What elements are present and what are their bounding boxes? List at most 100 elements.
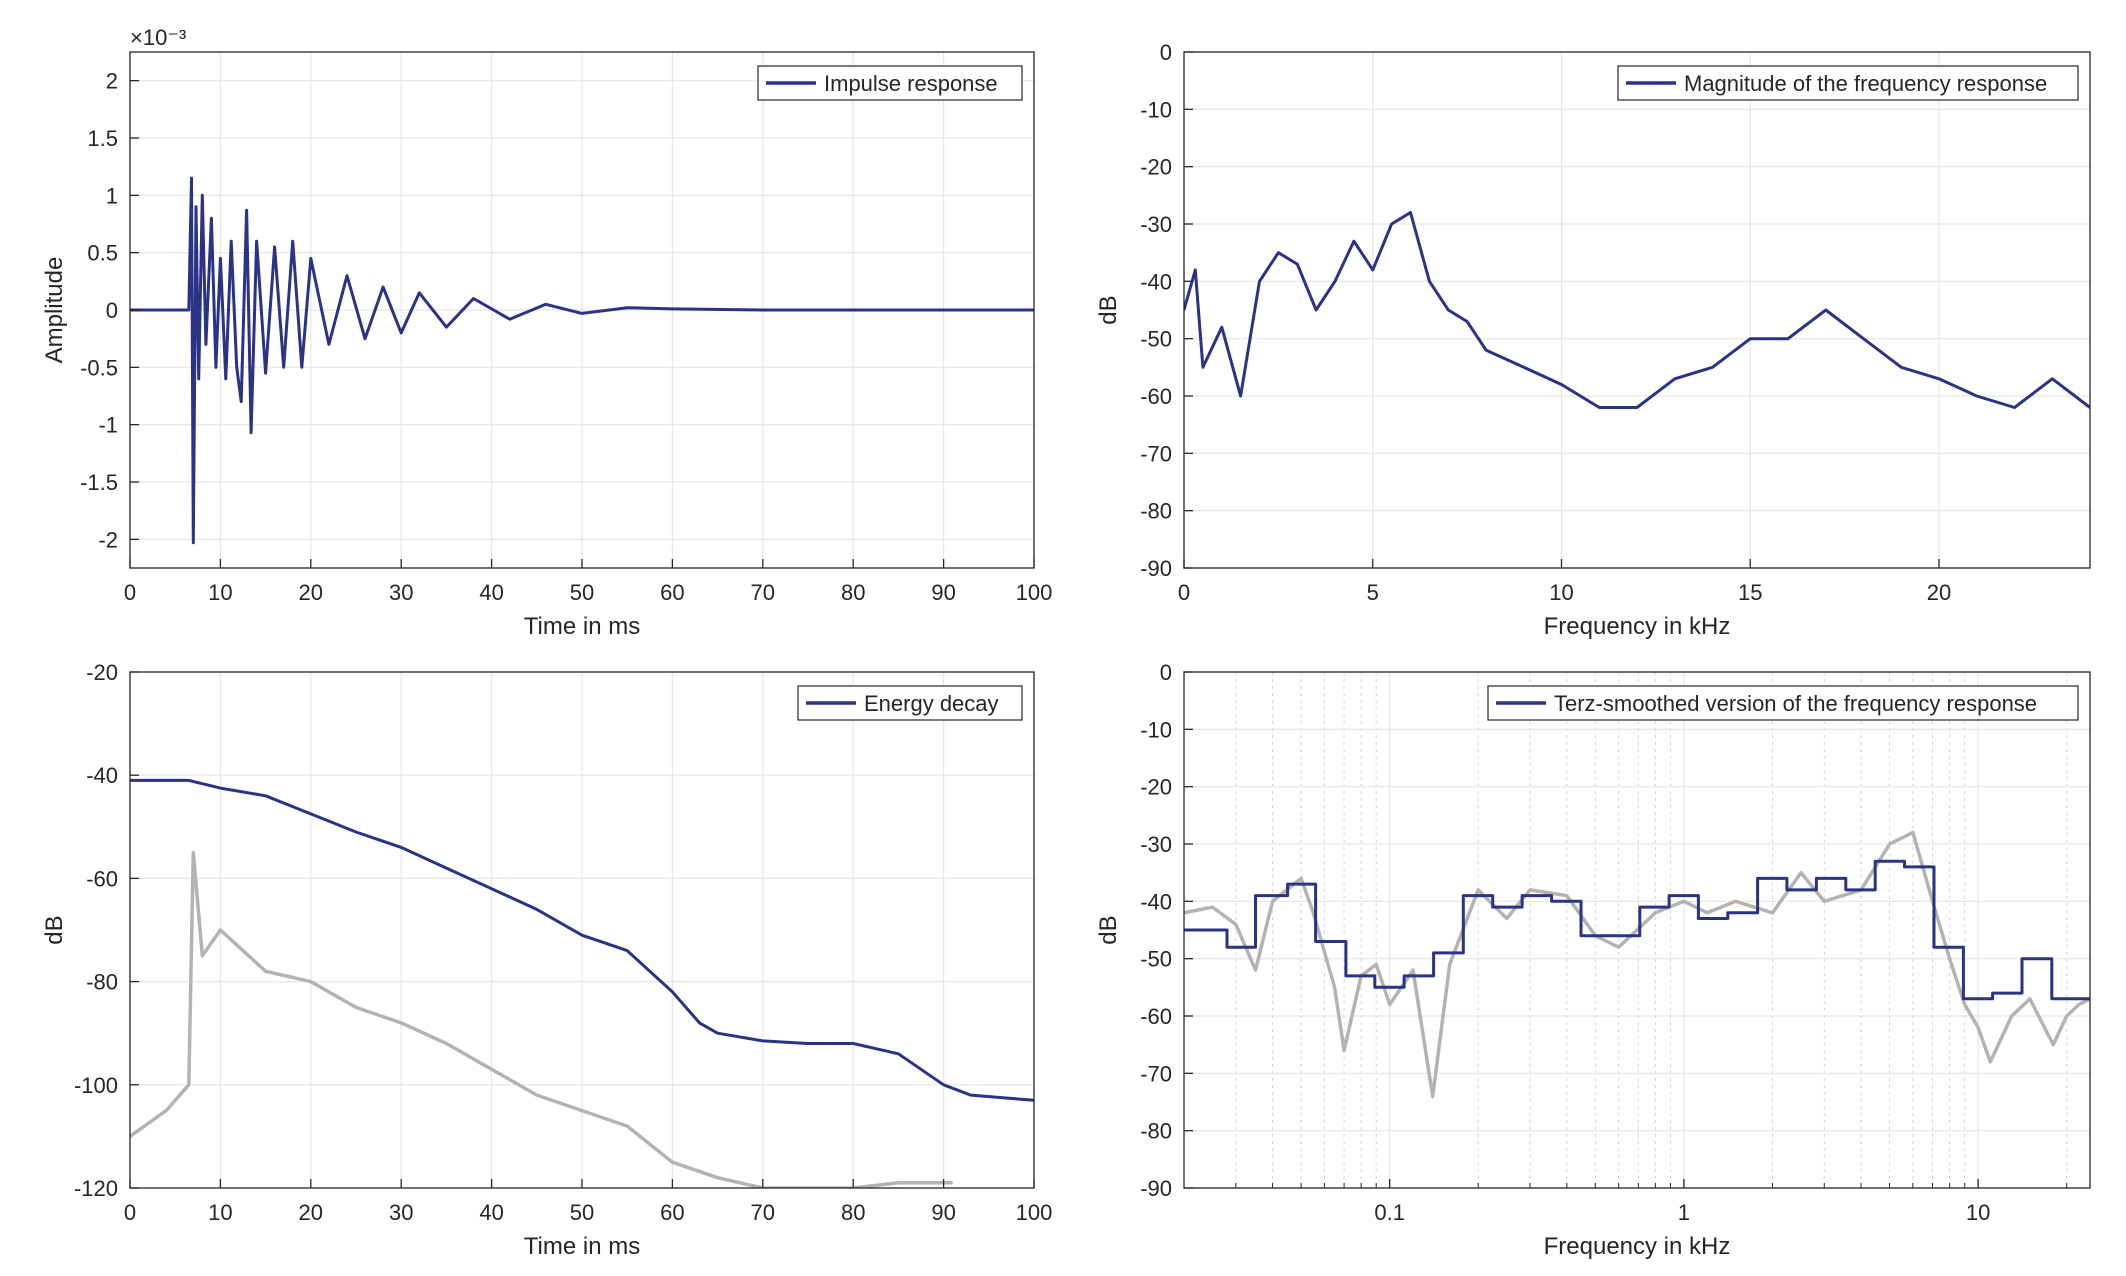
magnitude-x-axis-label: Frequency in kHz xyxy=(1544,613,1731,640)
magnitude-legend-box xyxy=(1617,65,2079,101)
impulse-series-line-0 xyxy=(130,176,1034,545)
energy-y-tick-label: -20 xyxy=(86,660,118,685)
magnitude-y-tick-label: -60 xyxy=(1140,384,1172,409)
magnitude-y-tick-label: -30 xyxy=(1140,212,1172,237)
terz-y-tick-label: 0 xyxy=(1160,660,1172,685)
impulse-y-multiplier: ×10⁻³ xyxy=(130,25,186,50)
terz-grid xyxy=(1184,671,2090,1189)
energy-x-tick-label: 100 xyxy=(1016,1200,1053,1225)
energy-x-tick-label: 60 xyxy=(660,1200,684,1225)
magnitude-legend-label: Magnitude of the frequency response xyxy=(1684,71,2047,96)
impulse-x-tick-label: 10 xyxy=(208,580,232,605)
terz-x-tick-label: 10 xyxy=(1966,1200,1990,1225)
energy-y-tick-label: -120 xyxy=(74,1176,118,1201)
magnitude-y-tick-label: -20 xyxy=(1140,155,1172,180)
terz-series-line-1 xyxy=(1184,859,2090,1001)
impulse-x-tick-label: 50 xyxy=(570,580,594,605)
impulse-x-axis-label: Time in ms xyxy=(524,613,640,640)
energy-y-tick-label: -40 xyxy=(86,763,118,788)
magnitude-y-tick-label: -50 xyxy=(1140,327,1172,352)
energy-x-tick-label: 30 xyxy=(389,1200,413,1225)
energy-x-tick-label: 50 xyxy=(570,1200,594,1225)
impulse-y-axis-label: Amplitude xyxy=(41,257,68,364)
terz-y-tick-label: -90 xyxy=(1140,1176,1172,1201)
terz-y-tick-label: -50 xyxy=(1140,947,1172,972)
impulse-y-tick-label: 1 xyxy=(106,183,118,208)
impulse-x-tick-label: 80 xyxy=(841,580,865,605)
impulse-legend-label: Impulse response xyxy=(824,71,998,96)
terz-y-axis-label: dB xyxy=(1095,915,1122,944)
energy-x-ticks: 0 10 20 30 40 50 60 70 80 90 100 xyxy=(124,1179,1052,1225)
terz-y-tick-label: -10 xyxy=(1140,717,1172,742)
magnitude-y-tick-label: -90 xyxy=(1140,556,1172,581)
terz-y-tick-label: -70 xyxy=(1140,1061,1172,1086)
energy-series xyxy=(130,778,1034,1188)
energy-x-tick-label: 0 xyxy=(124,1200,136,1225)
magnitude-axes-frame xyxy=(1183,51,2091,569)
magnitude-x-tick-label: 0 xyxy=(1178,580,1190,605)
magnitude-y-ticks: 0 -10 -20 -30 -40 -50 -60 -70 -80 -90 xyxy=(1140,40,1193,581)
energy-x-tick-label: 80 xyxy=(841,1200,865,1225)
energy-series-line-1 xyxy=(130,778,1034,1102)
magnitude-y-tick-label: -80 xyxy=(1140,499,1172,524)
terz-y-tick-label: -20 xyxy=(1140,775,1172,800)
energy-y-tick-label: -100 xyxy=(74,1073,118,1098)
energy-y-tick-label: -80 xyxy=(86,970,118,995)
impulse-response-axes: 0 10 20 30 40 50 60 70 80 90 100 -2 -1.5 -1 -0.5 0 0.5 1… xyxy=(41,25,1052,640)
impulse-x-tick-label: 70 xyxy=(751,580,775,605)
impulse-y-tick-label: -0.5 xyxy=(80,355,118,380)
energy-y-tick-label: -60 xyxy=(86,866,118,891)
magnitude-y-tick-label: -40 xyxy=(1140,269,1172,294)
energy-legend: Energy decay xyxy=(797,685,1023,721)
magnitude-axes: 0 5 10 15 20 0 -10 -20 -30 -40 -50 -60 -70 -80 -90 Fr… xyxy=(1095,40,2091,640)
energy-y-ticks: -20 -40 -60 -80 -100 -120 xyxy=(74,660,139,1201)
impulse-y-tick-label: 0 xyxy=(106,298,118,323)
impulse-y-tick-label: 1.5 xyxy=(87,126,118,151)
energy-series-line-0 xyxy=(130,850,953,1188)
impulse-y-tick-label: 2 xyxy=(106,69,118,94)
impulse-y-tick-label: -1.5 xyxy=(80,470,118,495)
magnitude-series-line-0 xyxy=(1184,211,2090,409)
impulse-y-tick-label: -1 xyxy=(98,413,118,438)
magnitude-legend: Magnitude of the frequency response xyxy=(1617,65,2079,101)
energy-y-axis-label: dB xyxy=(41,915,68,944)
terz-y-ticks: 0 -10 -20 -30 -40 -50 -60 -70 -80 -90 xyxy=(1140,660,1193,1201)
energy-legend-label: Energy decay xyxy=(864,691,999,716)
terz-series xyxy=(1184,830,2090,1099)
terz-legend-label: Terz-smoothed version of the frequency r… xyxy=(1554,691,2037,716)
impulse-x-tick-label: 0 xyxy=(124,580,136,605)
magnitude-x-tick-label: 5 xyxy=(1367,580,1379,605)
impulse-x-tick-label: 40 xyxy=(479,580,503,605)
magnitude-x-tick-label: 15 xyxy=(1738,580,1762,605)
terz-y-tick-label: -40 xyxy=(1140,889,1172,914)
terz-y-tick-label: -60 xyxy=(1140,1004,1172,1029)
energy-decay-axes: 0 10 20 30 40 50 60 70 80 90 100 -20-40-60-80-100-… xyxy=(41,660,1052,1260)
energy-x-tick-label: 40 xyxy=(479,1200,503,1225)
terz-y-tick-label: -30 xyxy=(1140,832,1172,857)
terz-x-tick-label: 1 xyxy=(1678,1200,1690,1225)
terz-axes-frame xyxy=(1183,671,2091,1189)
magnitude-y-tick-label: -10 xyxy=(1140,97,1172,122)
magnitude-y-tick-label: 0 xyxy=(1160,40,1172,65)
terz-y-tick-label: -80 xyxy=(1140,1119,1172,1144)
energy-x-tick-label: 90 xyxy=(931,1200,955,1225)
terz-x-axis-label: Frequency in kHz xyxy=(1544,1233,1731,1260)
energy-x-tick-label: 20 xyxy=(299,1200,323,1225)
terz-smoothed-axes: 0.1 1 10 0 -10 -20 -30 -40 -50 -60 -70 -80 -90 Freq… xyxy=(1095,660,2091,1260)
impulse-y-ticks: -2 -1.5 -1 -0.5 0 0.5 1 1.5 2 xyxy=(80,69,139,552)
impulse-y-tick-label: 0.5 xyxy=(87,241,118,266)
impulse-x-tick-label: 90 xyxy=(931,580,955,605)
impulse-y-tick-label: -2 xyxy=(98,527,118,552)
magnitude-x-tick-label: 10 xyxy=(1549,580,1573,605)
energy-x-axis-label: Time in ms xyxy=(524,1233,640,1260)
energy-x-tick-label: 10 xyxy=(208,1200,232,1225)
magnitude-series xyxy=(1184,211,2090,409)
impulse-x-ticks: 0 10 20 30 40 50 60 70 80 90 100 xyxy=(124,559,1052,605)
magnitude-x-tick-label: 20 xyxy=(1927,580,1951,605)
terz-x-ticks: 0.1 1 10 xyxy=(1235,1179,2068,1225)
impulse-x-tick-label: 30 xyxy=(389,580,413,605)
impulse-legend: Impulse response xyxy=(757,65,1023,101)
impulse-x-tick-label: 60 xyxy=(660,580,684,605)
